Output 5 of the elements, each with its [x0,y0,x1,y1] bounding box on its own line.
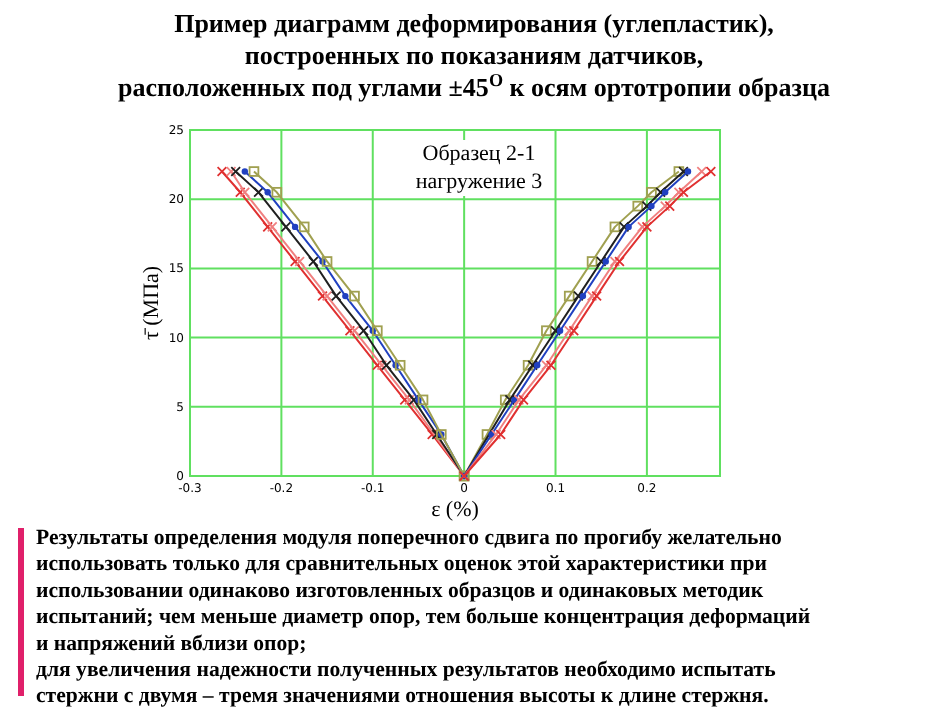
text: Результаты определения модуля поперечного сдвига по прогибу желательно использовать только для сравнительных оценок этой характеристики при использовании одинаково изготовленных образцов и одинаковых методик испытаний; чем меньше диаметр опор, тем больше концентрация деформаций и напряжений вблизи опор; для увеличения надежности полученных результатов необходимо испытать стержни с двумя – тремя значениями отношения высоты к длине стержня. [36,526,811,709]
y-axis-title: τ̄ (МПа) [140,265,164,341]
x-axis-title: ε (%) [431,498,480,522]
annotation: Образец 2-1 нагружение 3 [415,142,544,194]
chart-title: Пример диаграмм деформирования (углепластик), построенных по показаниям датчиков, расположенных под углами ±45$^{O}$ к осям ортотропии образца [118,8,831,102]
